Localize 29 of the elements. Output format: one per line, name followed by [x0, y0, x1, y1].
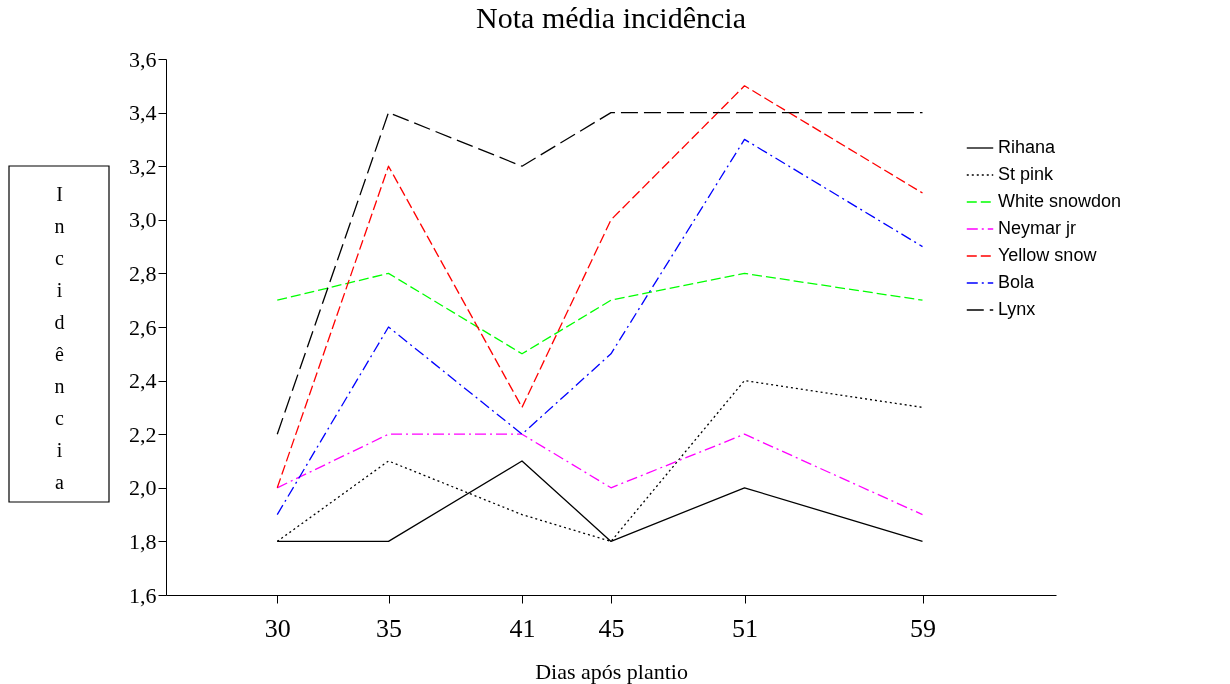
legend-label: St pink — [998, 164, 1055, 184]
y-tick-label: 1,6 — [129, 582, 157, 608]
legend-label: Yellow snow — [998, 245, 1098, 265]
legend-label: Rihana — [998, 137, 1057, 157]
x-tick-label: 59 — [910, 613, 936, 643]
legend-label: White snowdon — [998, 191, 1122, 211]
line-series — [276, 85, 924, 489]
y-tick-label: 2,6 — [129, 314, 157, 340]
text: Incidência — [54, 182, 65, 493]
x-tick-label: 51 — [732, 613, 758, 643]
y-tick-label: 2,4 — [129, 368, 157, 394]
x-tick-label: 35 — [376, 613, 402, 643]
y-tick-label: 2,8 — [129, 260, 157, 286]
legend-label: Neymar jr — [998, 218, 1077, 238]
x-tick-label: 30 — [264, 613, 291, 643]
y-tick-label: 3,6 — [129, 46, 157, 72]
y-tick-label: 2,0 — [129, 475, 157, 501]
legend-label: Lynx — [998, 299, 1036, 319]
x-tick-label: 41 — [509, 613, 536, 643]
y-tick-label: 1,8 — [129, 528, 157, 554]
legend-label: Bola — [998, 272, 1036, 292]
y-tick-label: 3,0 — [129, 207, 157, 233]
chart-title: Nota média incidência — [476, 1, 746, 34]
y-tick-label: 3,4 — [129, 100, 157, 126]
x-axis-title: Dias após plantio — [535, 658, 688, 684]
x-tick-label: 45 — [598, 613, 625, 643]
y-tick-label: 2,2 — [129, 421, 157, 447]
y-tick-label: 3,2 — [129, 153, 157, 179]
line-series — [276, 138, 924, 516]
